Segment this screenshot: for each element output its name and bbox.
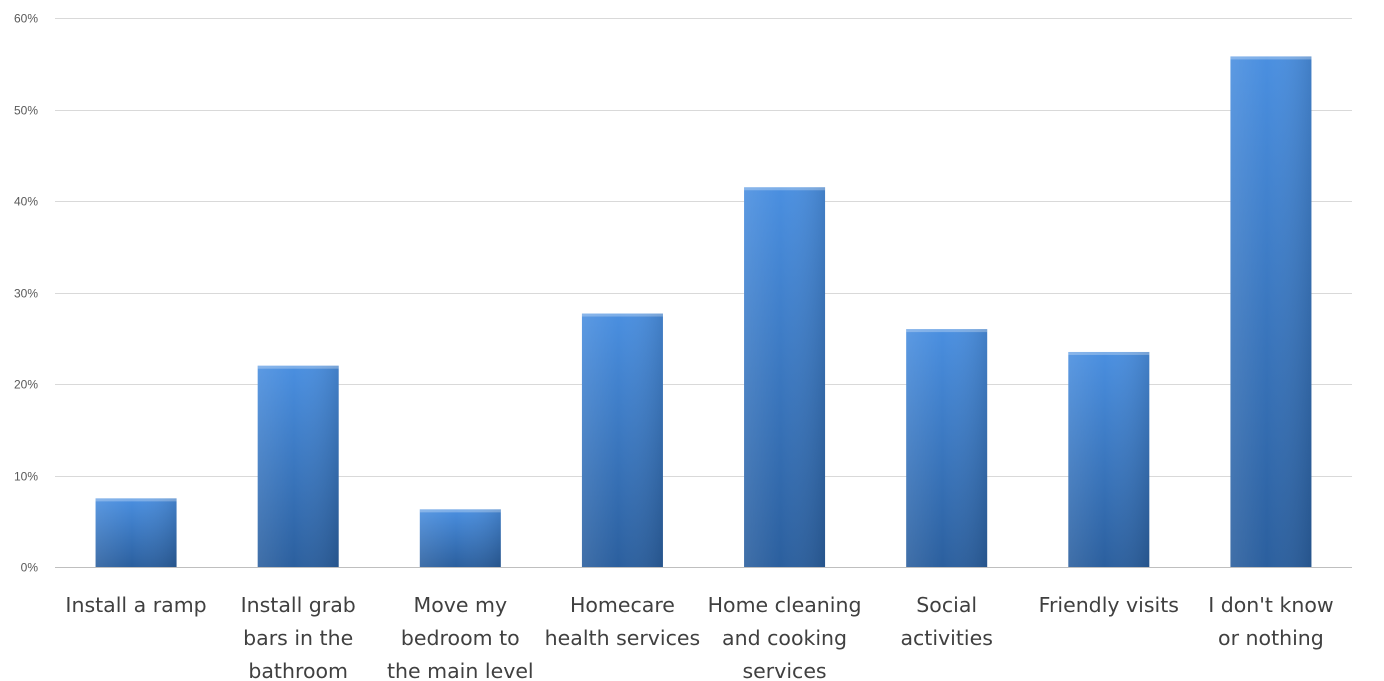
bar <box>906 329 988 567</box>
y-tick-label: 40% <box>14 195 38 209</box>
y-tick-label: 20% <box>14 378 38 392</box>
x-category-label: Social activities <box>900 593 992 650</box>
bar <box>257 365 339 567</box>
x-category-label: I don't know or nothing <box>1208 593 1333 650</box>
x-category-label: Move my bedroom to the main level <box>387 593 534 681</box>
bar <box>1068 351 1150 567</box>
x-category-label: Homecare health services <box>545 593 701 650</box>
y-tick-label: 50% <box>14 104 38 118</box>
x-category-label: Install a ramp <box>65 593 206 617</box>
bar <box>581 313 663 567</box>
y-tick-label: 10% <box>14 470 38 484</box>
y-tick-label: 0% <box>21 561 39 575</box>
x-axis-category-labels: Install a ramp Install grab bars in the bat… <box>65 593 1333 681</box>
y-tick-label: 60% <box>14 12 38 26</box>
bar <box>419 509 501 567</box>
gridlines <box>55 18 1352 568</box>
y-axis-tick-labels: 0% 10% 20% 30% 40% 50% 60% <box>14 12 38 575</box>
bar <box>1230 56 1312 568</box>
bars <box>95 56 1312 568</box>
bar <box>95 498 177 567</box>
bar <box>744 187 826 567</box>
x-category-label: Friendly visits <box>1039 593 1179 617</box>
y-tick-label: 30% <box>14 287 38 301</box>
x-category-label: Home cleaning and cooking services <box>708 593 862 681</box>
x-category-label: Install grab bars in the bathroom <box>241 593 356 681</box>
